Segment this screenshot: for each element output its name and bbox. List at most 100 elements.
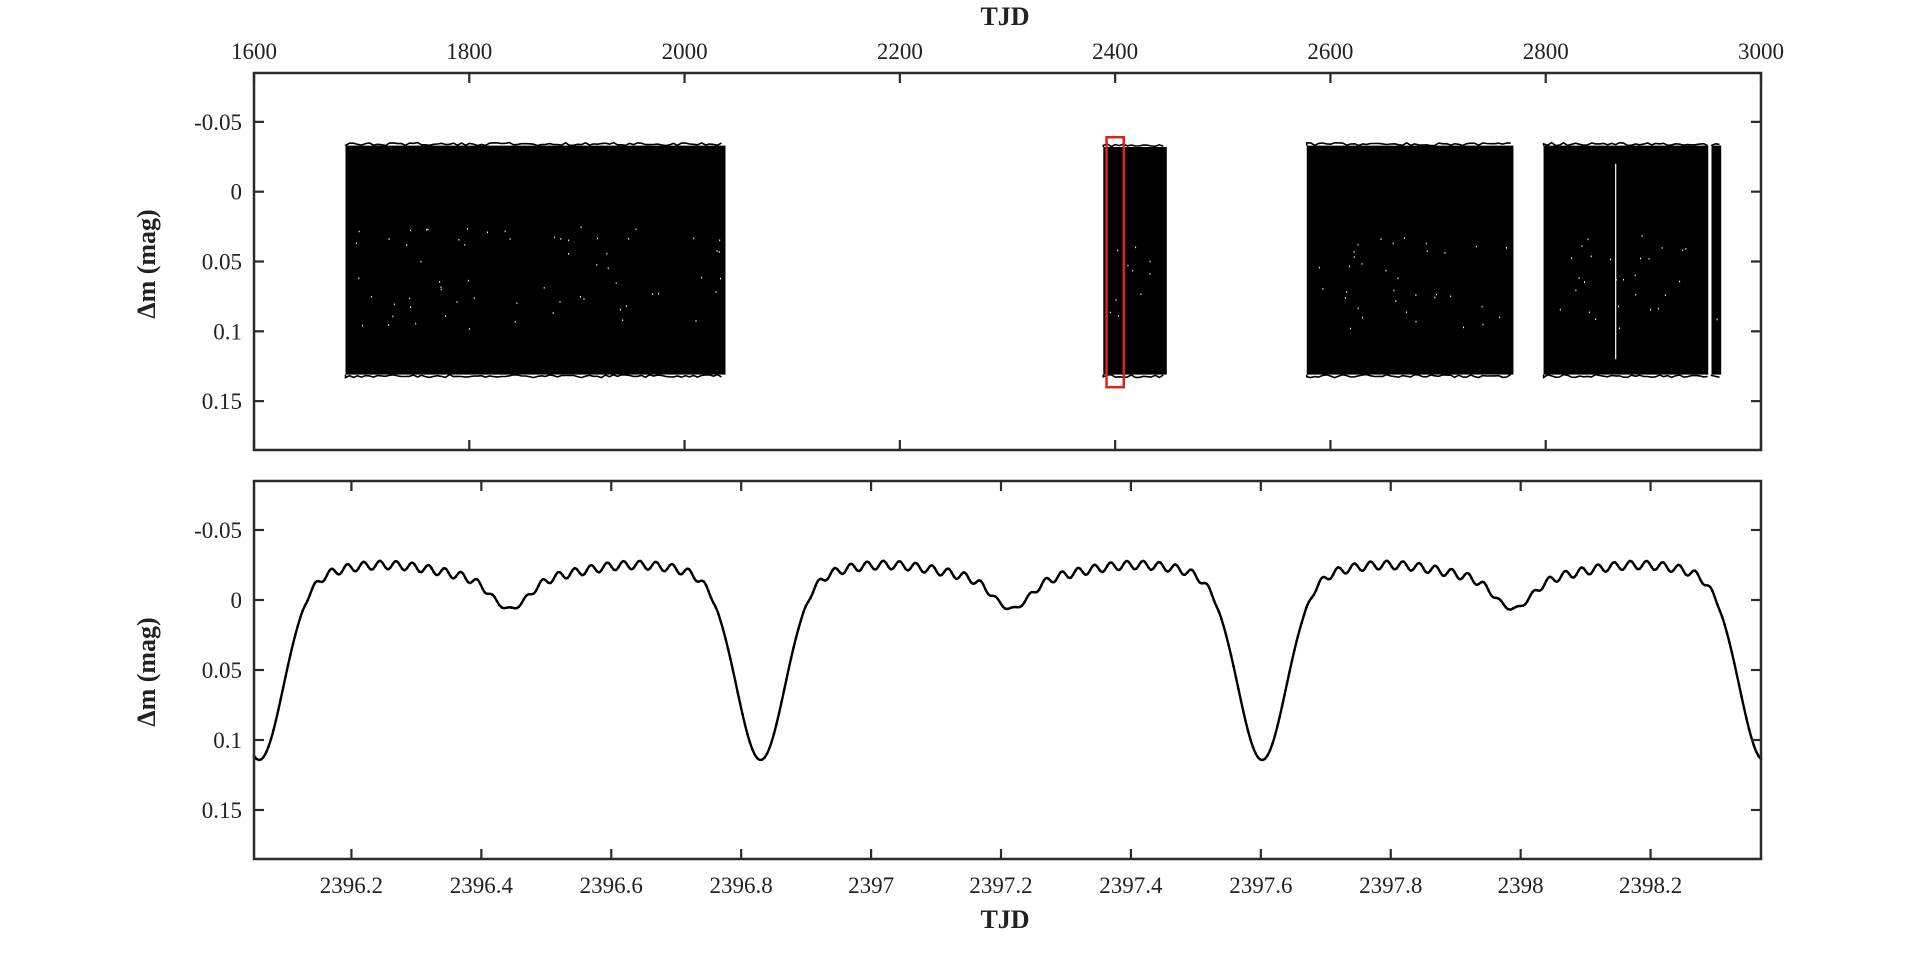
light-curve-point: [1052, 581, 1055, 584]
light-curve-point: [299, 617, 302, 620]
light-curve-point: [496, 600, 499, 603]
light-curve-point: [1660, 561, 1663, 564]
light-curve-point: [479, 582, 482, 585]
segment-gap-speck: [1349, 266, 1350, 268]
light-curve-point: [1232, 665, 1235, 668]
segment-gap-speck: [1649, 258, 1650, 260]
segment-gap-speck: [505, 231, 506, 233]
light-curve-point: [943, 571, 946, 574]
light-curve-point: [1565, 570, 1568, 573]
light-curve-point: [1310, 597, 1313, 600]
light-curve-point: [1694, 570, 1697, 573]
light-curve-point: [1609, 565, 1612, 568]
light-curve-point: [355, 570, 358, 573]
light-curve-point: [916, 563, 919, 566]
light-curve-point: [1174, 563, 1177, 566]
light-curve-point: [1502, 603, 1505, 606]
light-curve-point: [1018, 606, 1021, 609]
light-curve-point: [452, 577, 455, 580]
segment-gap-speck: [1406, 312, 1407, 314]
light-curve-point: [1269, 749, 1272, 752]
light-curve-point: [1344, 572, 1347, 575]
light-curve-point: [1417, 562, 1420, 565]
light-curve-point: [620, 562, 623, 565]
light-curve-point: [365, 562, 368, 565]
light-curve-point: [1643, 561, 1646, 564]
light-curve-point: [275, 719, 278, 722]
light-curve-point: [474, 578, 477, 581]
light-curve-point: [865, 561, 868, 564]
light-curve-point: [1152, 567, 1155, 570]
segment-gap-speck: [510, 238, 511, 240]
light-curve-point: [316, 580, 319, 583]
light-curve-point: [396, 560, 399, 563]
segment-gap-speck: [1358, 308, 1359, 310]
light-curve-point: [766, 753, 769, 756]
light-curve-point: [540, 580, 543, 583]
segment-gap-speck: [608, 268, 609, 270]
segment-gap-speck: [620, 309, 621, 311]
segment-gap-speck: [467, 228, 468, 230]
light-curve-point: [1240, 699, 1243, 702]
light-curve-point: [768, 747, 771, 750]
light-curve-point: [1259, 758, 1262, 761]
light-curve-point: [413, 563, 416, 566]
light-curve-point: [1631, 561, 1634, 564]
light-curve-point: [1215, 605, 1218, 608]
segment-gap-speck: [439, 281, 440, 283]
segment-gap-speck: [1116, 299, 1117, 301]
light-curve-point: [1427, 571, 1430, 574]
light-curve-point: [1514, 606, 1517, 609]
light-curve-point: [1264, 757, 1267, 760]
light-curve-point: [1111, 562, 1114, 565]
light-curve-point: [350, 566, 353, 569]
light-curve-point: [505, 606, 508, 609]
light-curve-point: [1662, 561, 1665, 564]
light-curve-point: [945, 568, 948, 571]
light-curve-point: [284, 675, 287, 678]
light-curve-point: [1755, 750, 1758, 753]
light-curve-point: [471, 580, 474, 583]
light-curve-point: [851, 563, 854, 566]
light-curve-point: [719, 620, 722, 623]
top-y-tick-label: 0.15: [202, 389, 242, 414]
segment-gap-speck: [1362, 263, 1363, 265]
light-curve-point: [795, 636, 798, 639]
light-curve-point: [1167, 570, 1170, 573]
light-curve-point: [1446, 571, 1449, 574]
light-curve-point: [1752, 744, 1755, 747]
light-curve-point: [710, 596, 713, 599]
light-curve-point: [1084, 573, 1087, 576]
light-curve-point: [1480, 581, 1483, 584]
light-curve-point: [950, 571, 953, 574]
light-curve-point: [515, 607, 518, 610]
light-curve-point: [1086, 572, 1089, 575]
light-curve-point: [1655, 568, 1658, 571]
light-curve-point: [1388, 561, 1391, 564]
light-curve-point: [1108, 562, 1111, 565]
light-curve-point: [1223, 626, 1226, 629]
light-curve-point: [770, 740, 773, 743]
light-curve-point: [386, 568, 389, 571]
light-curve-point: [367, 565, 370, 568]
light-curve-point: [423, 568, 426, 571]
light-curve-point: [1653, 568, 1656, 571]
light-curve-point: [294, 634, 297, 637]
top-data-points: [345, 143, 1721, 378]
light-curve-point: [323, 579, 326, 582]
segment-gap-speck: [580, 296, 581, 298]
light-curve-point: [999, 601, 1002, 604]
light-curve-point: [418, 570, 421, 573]
bottom-x-axis-title: TJD: [980, 905, 1029, 934]
light-curve-point: [761, 758, 764, 761]
light-curve-point: [401, 568, 404, 571]
light-curve-point: [1570, 575, 1573, 578]
light-curve-point: [763, 756, 766, 759]
light-curve-point: [1381, 565, 1384, 568]
light-curve-point: [688, 568, 691, 571]
light-curve-point: [1329, 577, 1332, 580]
light-curve-point: [1235, 676, 1238, 679]
light-curve-point: [1103, 569, 1106, 572]
light-curve-point: [661, 569, 664, 572]
segment-gap-speck: [716, 291, 717, 293]
